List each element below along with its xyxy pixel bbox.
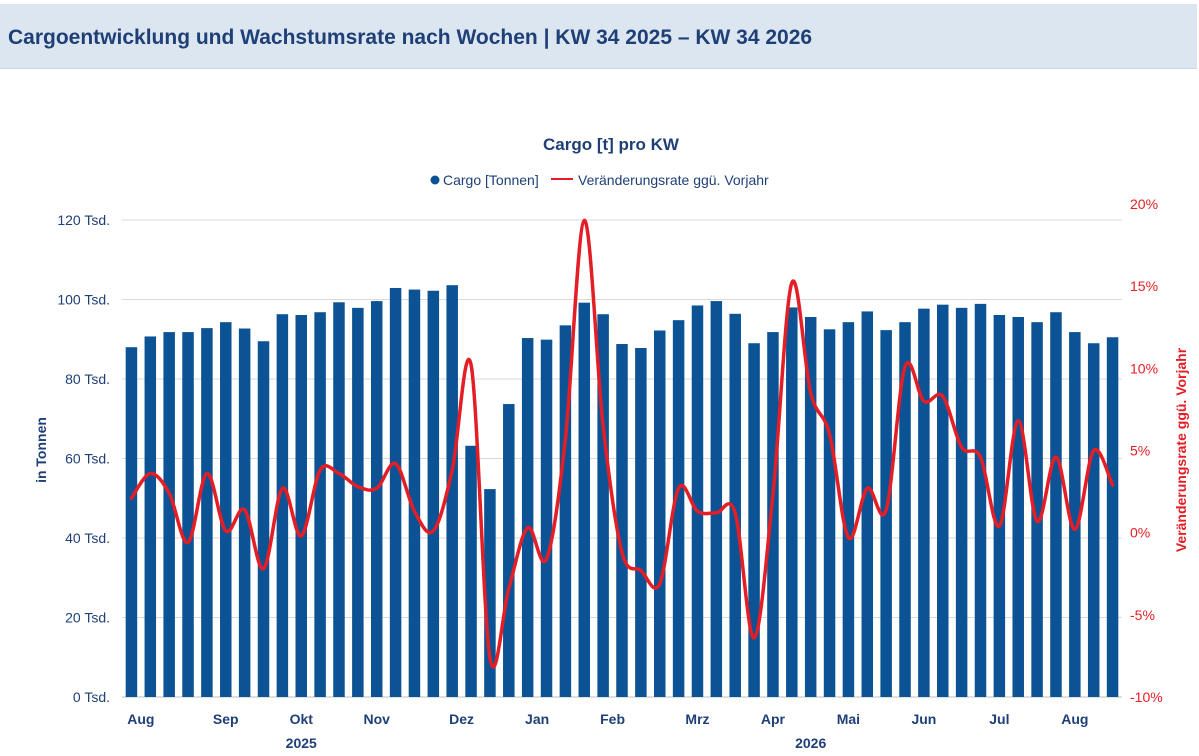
cargo-bar <box>804 316 817 697</box>
x-month-label: Okt <box>290 711 314 727</box>
x-month-label: Jul <box>989 711 1009 727</box>
x-month-label: Nov <box>363 711 390 727</box>
cargo-bar <box>408 289 421 697</box>
cargo-bar <box>521 338 534 697</box>
y-right-tick-label: -10% <box>1130 689 1163 705</box>
x-month-label: Sep <box>213 711 239 727</box>
cargo-bar <box>1012 316 1024 697</box>
x-axis-year-labels: 2025 2026 <box>286 735 827 751</box>
cargo-bar <box>314 312 326 697</box>
cargo-bar <box>823 329 836 697</box>
cargo-bar <box>635 347 647 697</box>
cargo-bar <box>352 307 364 697</box>
x-month-label: Feb <box>600 711 625 727</box>
legend-rate-label: Veränderungsrate ggü. Vorjahr <box>578 172 769 188</box>
y-right-tick-label: 0% <box>1130 525 1150 541</box>
x-year-label: 2026 <box>795 735 826 751</box>
y-axis-left-label: in Tonnen <box>33 417 49 483</box>
x-month-label: Mrz <box>685 711 709 727</box>
cargo-bar <box>201 328 213 697</box>
cargo-bar <box>918 308 930 697</box>
cargo-bar <box>503 404 515 697</box>
cargo-bar <box>370 301 383 697</box>
x-month-label: Mai <box>837 711 860 727</box>
cargo-bar <box>540 339 553 697</box>
y-right-tick-label: 10% <box>1130 360 1158 376</box>
x-axis-month-ticks: Aug Sep Okt Nov Dez Jan Feb Mrz Apr Mai Jun Jul Aug <box>127 711 1088 727</box>
cargo-bar <box>993 315 1006 697</box>
x-month-label: Aug <box>127 711 154 727</box>
cargo-bar <box>427 290 440 697</box>
cargo-bar <box>465 445 477 697</box>
y-axis-right-ticks: -10% -5% 0% 5% 10% 15% 20% <box>1130 196 1163 705</box>
cargo-bar <box>616 344 628 697</box>
cargo-bar <box>691 305 704 697</box>
cargo-bar <box>653 330 666 697</box>
cargo-bar <box>257 341 270 697</box>
y-left-tick-label: 120 Tsd. <box>57 212 110 228</box>
x-month-label: Jun <box>911 711 936 727</box>
cargo-bars <box>125 285 1119 697</box>
y-left-tick-label: 0 Tsd. <box>73 689 110 705</box>
cargo-bar <box>729 313 741 697</box>
cargo-bar <box>484 489 496 697</box>
y-left-tick-label: 100 Tsd. <box>57 292 110 308</box>
cargo-bar <box>899 322 911 697</box>
cargo-bar <box>1087 343 1100 697</box>
cargo-bar <box>1031 322 1043 697</box>
y-left-tick-label: 60 Tsd. <box>65 451 110 467</box>
cargo-bar <box>597 314 609 697</box>
cargo-bar <box>1050 312 1062 697</box>
cargo-bar <box>974 303 987 697</box>
cargo-bar <box>559 325 572 697</box>
cargo-bar <box>182 332 194 697</box>
y-right-tick-label: 5% <box>1130 443 1150 459</box>
chart-legend: Cargo [Tonnen] Veränderungsrate ggü. Vor… <box>430 172 769 188</box>
cargo-bar <box>955 307 968 697</box>
y-left-tick-label: 20 Tsd. <box>65 610 110 626</box>
cargo-bar <box>842 322 855 697</box>
y-axis-right-label: Veränderungsrate ggü. Vorjahr <box>1173 347 1189 552</box>
cargo-bar <box>295 315 307 697</box>
cargo-bar <box>446 285 458 697</box>
x-year-label: 2025 <box>286 735 317 751</box>
y-right-tick-label: -5% <box>1130 607 1155 623</box>
y-left-tick-label: 80 Tsd. <box>65 371 110 387</box>
y-left-tick-label: 40 Tsd. <box>65 530 110 546</box>
cargo-bar <box>748 343 760 697</box>
y-right-tick-label: 15% <box>1130 278 1158 294</box>
cargo-bar <box>937 304 949 697</box>
cargo-bar <box>144 336 157 697</box>
chart-title: Cargo [t] pro KW <box>543 135 680 154</box>
page-header: Cargoentwicklung und Wachstumsrate nach … <box>0 4 1197 69</box>
cargo-bar <box>125 347 138 697</box>
cargo-bar <box>163 332 175 697</box>
rate-line-path <box>129 218 1115 669</box>
cargo-bar <box>767 332 779 697</box>
cargo-bar <box>1106 337 1119 697</box>
rate-line <box>129 218 1115 669</box>
x-month-label: Aug <box>1061 711 1088 727</box>
cargo-bar <box>786 307 798 697</box>
cargo-bar <box>672 320 685 697</box>
cargo-bar <box>220 322 232 697</box>
cargo-bar <box>333 302 345 697</box>
y-right-tick-label: 20% <box>1130 196 1158 212</box>
legend-cargo-label: Cargo [Tonnen] <box>443 172 539 188</box>
x-month-label: Dez <box>449 711 474 727</box>
cargo-bar <box>1069 332 1081 697</box>
x-month-label: Apr <box>761 711 786 727</box>
cargo-bar <box>861 311 874 697</box>
x-month-label: Jan <box>525 711 549 727</box>
page-title: Cargoentwicklung und Wachstumsrate nach … <box>8 26 813 49</box>
cargo-bar <box>710 301 723 697</box>
cargo-bar <box>389 287 402 697</box>
cargo-bar <box>276 314 289 697</box>
cargo-bar <box>578 302 591 697</box>
legend-cargo-marker <box>430 175 440 185</box>
y-axis-left-ticks: 0 Tsd. 20 Tsd. 40 Tsd. 60 Tsd. 80 Tsd. 100 Ts… <box>57 212 110 705</box>
